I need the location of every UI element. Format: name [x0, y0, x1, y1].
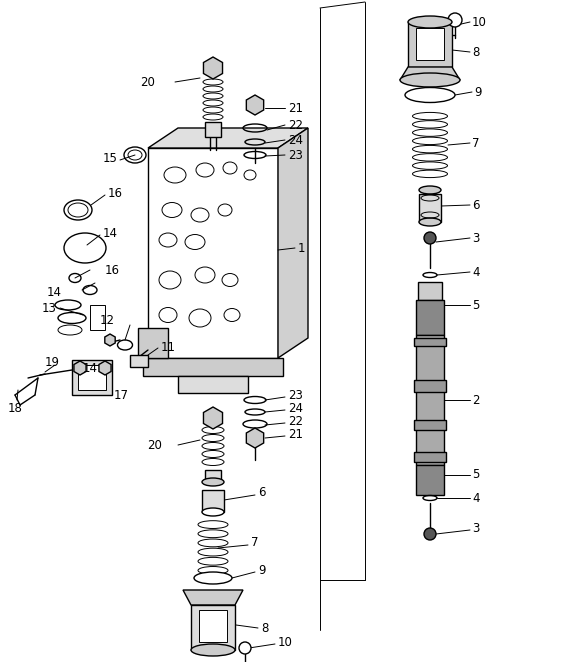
Bar [205, 470, 221, 482]
Ellipse shape [419, 186, 441, 194]
Polygon shape [278, 128, 308, 358]
Polygon shape [138, 328, 168, 358]
Text: 6: 6 [472, 199, 479, 211]
Circle shape [448, 13, 462, 27]
Ellipse shape [400, 73, 460, 87]
Bar [205, 122, 221, 137]
Circle shape [424, 232, 436, 244]
Polygon shape [148, 128, 308, 148]
Text: 5: 5 [472, 299, 479, 312]
Text: 21: 21 [288, 101, 303, 115]
Ellipse shape [405, 87, 455, 103]
Text: 10: 10 [472, 15, 487, 28]
Circle shape [424, 528, 436, 540]
Ellipse shape [408, 16, 452, 28]
Bar [414, 420, 446, 430]
Ellipse shape [191, 644, 235, 656]
Polygon shape [99, 361, 111, 375]
Text: 20: 20 [147, 438, 162, 451]
Bar [199, 610, 227, 642]
Polygon shape [143, 358, 283, 376]
Bar [414, 338, 446, 346]
Text: 21: 21 [288, 428, 303, 440]
Ellipse shape [194, 572, 232, 584]
Text: 16: 16 [105, 263, 120, 277]
Bar [414, 380, 446, 392]
Bar [130, 355, 148, 367]
Text: 23: 23 [288, 389, 303, 401]
Text: 11: 11 [161, 340, 176, 354]
Text: 9: 9 [474, 85, 482, 99]
Text: 24: 24 [288, 134, 303, 146]
Text: 18: 18 [8, 401, 23, 414]
Text: 17: 17 [114, 389, 129, 401]
Text: 14: 14 [103, 226, 118, 240]
Polygon shape [178, 376, 248, 393]
Circle shape [239, 642, 251, 654]
Text: 16: 16 [108, 187, 123, 199]
Bar [408, 22, 452, 67]
Text: 22: 22 [288, 414, 303, 428]
Bar [416, 28, 444, 60]
Polygon shape [203, 407, 222, 429]
Ellipse shape [419, 218, 441, 226]
Bar [416, 465, 444, 495]
Text: 8: 8 [472, 46, 479, 58]
Text: 24: 24 [288, 401, 303, 414]
Ellipse shape [202, 478, 224, 486]
Bar [419, 194, 441, 222]
Polygon shape [203, 57, 222, 79]
Text: 7: 7 [472, 136, 479, 150]
Text: 22: 22 [288, 118, 303, 132]
Bar [78, 365, 106, 390]
Polygon shape [400, 67, 460, 80]
Text: 1: 1 [298, 242, 306, 254]
Polygon shape [183, 590, 243, 605]
Polygon shape [246, 428, 264, 448]
Text: 14: 14 [83, 361, 98, 375]
Text: 8: 8 [261, 622, 268, 634]
Bar [202, 490, 224, 512]
Text: 10: 10 [278, 636, 293, 649]
Text: 4: 4 [472, 265, 479, 279]
Text: 6: 6 [258, 487, 266, 500]
Text: 13: 13 [42, 301, 57, 314]
Text: 12: 12 [100, 314, 115, 326]
Bar [418, 282, 442, 300]
Polygon shape [246, 95, 264, 115]
Text: 9: 9 [258, 563, 266, 577]
Bar [416, 335, 444, 465]
Bar [90, 305, 105, 330]
Polygon shape [148, 148, 278, 358]
Bar [191, 605, 235, 650]
Ellipse shape [202, 508, 224, 516]
Bar [414, 452, 446, 462]
Polygon shape [74, 361, 86, 375]
Text: 23: 23 [288, 148, 303, 162]
Bar [416, 300, 444, 335]
Text: 7: 7 [251, 536, 259, 549]
Text: 19: 19 [45, 355, 60, 369]
Text: 2: 2 [472, 393, 479, 406]
Bar [72, 360, 112, 395]
Text: 4: 4 [472, 491, 479, 504]
Text: 3: 3 [472, 232, 479, 244]
Text: 3: 3 [472, 522, 479, 534]
Text: 20: 20 [140, 75, 155, 89]
Text: 14: 14 [47, 285, 62, 299]
Text: 15: 15 [103, 152, 118, 164]
Polygon shape [105, 334, 115, 346]
Text: 5: 5 [472, 469, 479, 481]
